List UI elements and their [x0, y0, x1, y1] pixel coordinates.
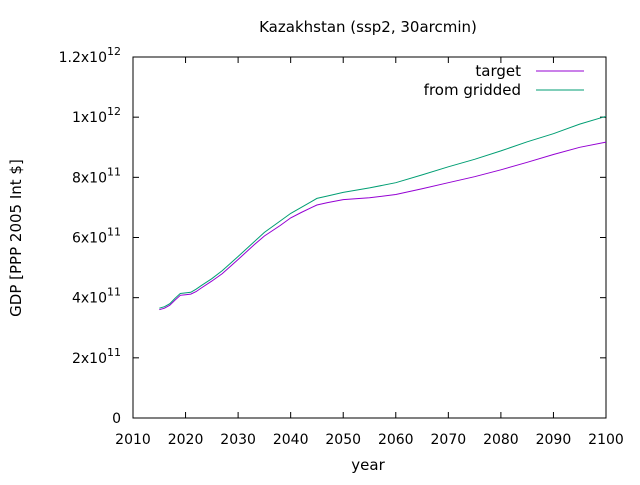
series-line-0 — [159, 141, 607, 311]
y-tick-label: 0 — [112, 411, 121, 427]
y-axis-ticks: 0 2x1011 4x1011 6x1011 8x1011 1x1012 1.2x1012 — [59, 45, 606, 427]
y-tick-label: 6x1011 — [72, 226, 121, 247]
x-tick-label: 2060 — [378, 432, 414, 448]
x-tick-label: 2040 — [273, 432, 309, 448]
y-tick-label: 2x1011 — [72, 346, 121, 367]
y-tick-label: 1x1012 — [72, 105, 121, 126]
x-tick-label: 2090 — [536, 432, 572, 448]
x-tick-label: 2070 — [431, 432, 467, 448]
x-axis-ticks: 2010 2020 2030 2040 2050 2060 2070 2080 2090 2100 — [115, 57, 624, 448]
x-tick-label: 2080 — [483, 432, 519, 448]
y-tick-label: 8x1011 — [72, 165, 121, 186]
series-layer — [159, 115, 607, 311]
x-tick-label: 2050 — [325, 432, 361, 448]
legend-label: target — [475, 62, 521, 80]
legend-label: from gridded — [424, 81, 521, 99]
y-tick-label: 1.2x1012 — [59, 45, 121, 66]
x-tick-label: 2010 — [115, 432, 151, 448]
series-line-1 — [159, 115, 607, 309]
x-tick-label: 2030 — [220, 432, 256, 448]
x-tick-label: 2100 — [588, 432, 624, 448]
y-axis-title: GDP [PPP 2005 Int $] — [7, 159, 25, 317]
chart-title: Kazakhstan (ssp2, 30arcmin) — [259, 18, 477, 36]
x-tick-label: 2020 — [168, 432, 204, 448]
y-tick-label: 4x1011 — [72, 286, 121, 307]
x-axis-title: year — [351, 456, 385, 474]
plot-frame — [132, 56, 607, 419]
